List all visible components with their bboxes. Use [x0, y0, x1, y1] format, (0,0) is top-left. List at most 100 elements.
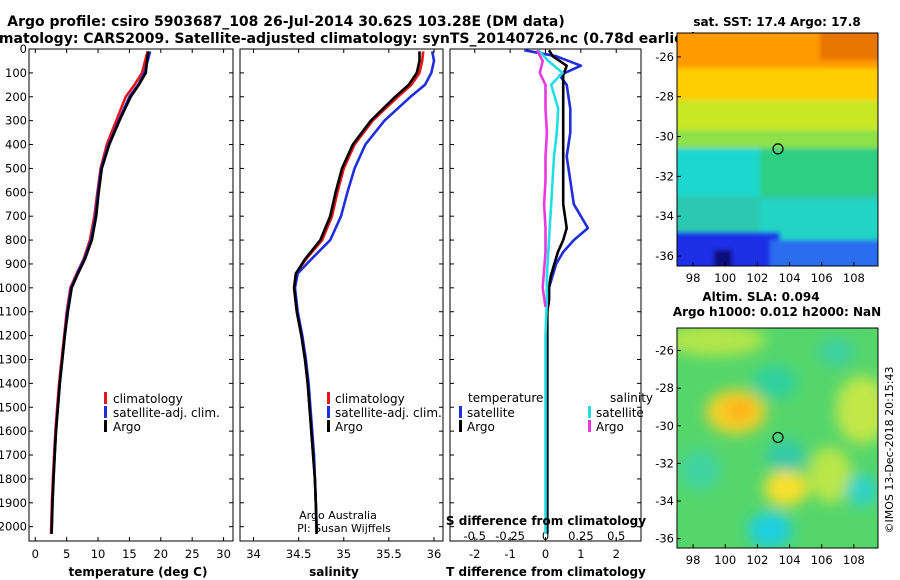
x-tick-label: 20	[153, 547, 168, 561]
sst-map	[677, 33, 878, 266]
salinity-axis-label: salinity	[309, 565, 359, 579]
depth-tick-label: 1300	[0, 352, 27, 366]
x-tick-label: -1	[504, 547, 515, 561]
map-x-tick-label: 106	[811, 553, 833, 567]
depth-tick-label: 100	[5, 66, 27, 80]
map-y-tick-label: -36	[655, 249, 674, 263]
sst-band-yellowgreen	[677, 100, 878, 134]
difference-legend: temperature salinity satellite Argo sate…	[459, 391, 653, 434]
temperature-axis-label: temperature (deg C)	[69, 565, 208, 579]
map-x-tick-label: 102	[746, 271, 768, 285]
legend-label-t-argo: Argo	[467, 420, 495, 434]
map-y-tick-label: -32	[655, 169, 674, 183]
sst-band-navy	[714, 250, 732, 266]
depth-tick-label: 1500	[0, 400, 27, 414]
plot-frame	[28, 48, 234, 542]
depth-tick-label: 700	[5, 209, 27, 223]
legend-swatch-t-satellite	[459, 406, 462, 418]
depth-tick-label: 1900	[0, 496, 27, 510]
series-group	[292, 51, 436, 534]
map-x-tick-label: 106	[811, 271, 833, 285]
map-y-tick-label: -34	[655, 209, 674, 223]
series-line-argo	[50, 51, 150, 534]
sla-map-axes: 98 100 102 104 106 108 -26 -28 -30 -32 -34 -36	[655, 344, 865, 567]
series-line-satellite-adj-clim-	[50, 51, 152, 534]
series-group	[49, 51, 152, 534]
sla-map-title-line2: Argo h1000: 0.012 h2000: NaN	[673, 305, 881, 319]
legend-title-salinity: salinity	[610, 391, 653, 405]
x-tick-label: 2	[613, 547, 620, 561]
legend-label-s-satellite: satellite	[596, 406, 644, 420]
sla-blob-yellow-2	[764, 470, 808, 506]
sst-profile-marker	[772, 143, 784, 155]
sla-blob-cyan-2	[766, 440, 806, 472]
map-x-tick-label: 100	[714, 271, 736, 285]
depth-tick-label: 900	[5, 257, 27, 271]
legend-swatch-satellite	[327, 406, 330, 418]
depth-tick-label: 400	[5, 138, 27, 152]
series-group	[524, 49, 590, 534]
map-y-tick-label: -26	[655, 50, 674, 64]
depth-tick-label: 500	[5, 161, 27, 175]
figure-title-line2: Climatology: CARS2009. Satellite-adjuste…	[0, 31, 697, 47]
salinity-panel: 34 34.5 35 35.5 36	[239, 48, 444, 561]
legend-label-climatology: climatology	[335, 392, 405, 406]
legend-swatch-argo	[327, 420, 330, 432]
s-diff-tick-label: -0.5	[464, 529, 486, 543]
depth-tick-label: 1800	[0, 472, 27, 486]
map-x-tick-label: 108	[843, 271, 865, 285]
legend-label-s-argo: Argo	[596, 420, 624, 434]
sla-blob-light-3	[808, 447, 852, 503]
x-tick-label: 36	[427, 547, 442, 561]
sla-blob-light-2	[836, 376, 878, 444]
x-tick-label: 34	[246, 547, 261, 561]
x-tick-label: 34.5	[286, 547, 312, 561]
sst-map-frame	[676, 32, 879, 267]
x-tick-label: -2	[469, 547, 480, 561]
depth-tick-label: 1600	[0, 424, 27, 438]
sla-blob-cyan-5	[680, 450, 720, 490]
temperature-panel: 0100200300400500600700800900100011001200…	[0, 42, 234, 561]
sst-band-dark-orange	[820, 33, 878, 60]
x-tick-label: 0	[32, 547, 39, 561]
sla-map-frame	[676, 327, 879, 549]
legend-label-climatology: climatology	[113, 392, 183, 406]
legend-label-satellite: satellite-adj. clim.	[113, 406, 220, 420]
legend-swatch-t-argo	[459, 420, 462, 432]
depth-tick-label: 1700	[0, 448, 27, 462]
depth-tick-label: 1100	[0, 305, 27, 319]
difference-panel: -2 -1 0 1 2 -0.5 -0.25 0 0.25 0.5	[449, 48, 642, 561]
temperature-legend: climatology satellite-adj. clim. Argo	[104, 392, 220, 434]
series-line-satellite-adj-clim-	[293, 51, 436, 534]
s-diff-tick-label: 0.5	[607, 529, 625, 543]
credit-line2: PI: Susan Wijffels	[297, 522, 391, 535]
sla-blob-cyan-4	[846, 474, 878, 506]
sla-map	[677, 328, 878, 548]
salinity-legend: climatology satellite-adj. clim. Argo	[327, 392, 442, 434]
map-x-tick-label: 98	[686, 271, 701, 285]
s-diff-tick-label: -0.25	[495, 529, 525, 543]
x-tick-label: 35.5	[376, 547, 402, 561]
x-tick-label: 35	[336, 547, 351, 561]
x-tick-label: 10	[91, 547, 106, 561]
legend-label-argo: Argo	[335, 420, 363, 434]
legend-swatch-argo	[104, 420, 107, 432]
legend-label-satellite: satellite-adj. clim.	[335, 406, 442, 420]
x-tick-label: 30	[216, 547, 231, 561]
map-y-tick-label: -34	[655, 494, 674, 508]
depth-tick-label: 1200	[0, 329, 27, 343]
x-tick-label: 25	[185, 547, 200, 561]
sla-map-title-line1: Altim. SLA: 0.094	[702, 290, 819, 304]
sla-profile-marker	[772, 431, 784, 444]
depth-tick-label: 600	[5, 185, 27, 199]
s-diff-tick-label: 0.25	[568, 529, 594, 543]
map-x-tick-label: 104	[779, 271, 801, 285]
map-y-tick-label: -28	[655, 381, 674, 395]
map-y-tick-label: -28	[655, 90, 674, 104]
map-x-tick-label: 102	[746, 553, 768, 567]
plot-frame	[239, 48, 444, 542]
imos-stamp: ©IMOS 13-Dec-2018 20:15:43	[883, 367, 896, 534]
sst-map-title: sat. SST: 17.4 Argo: 17.8	[693, 15, 860, 29]
map-y-tick-label: -30	[655, 419, 674, 433]
